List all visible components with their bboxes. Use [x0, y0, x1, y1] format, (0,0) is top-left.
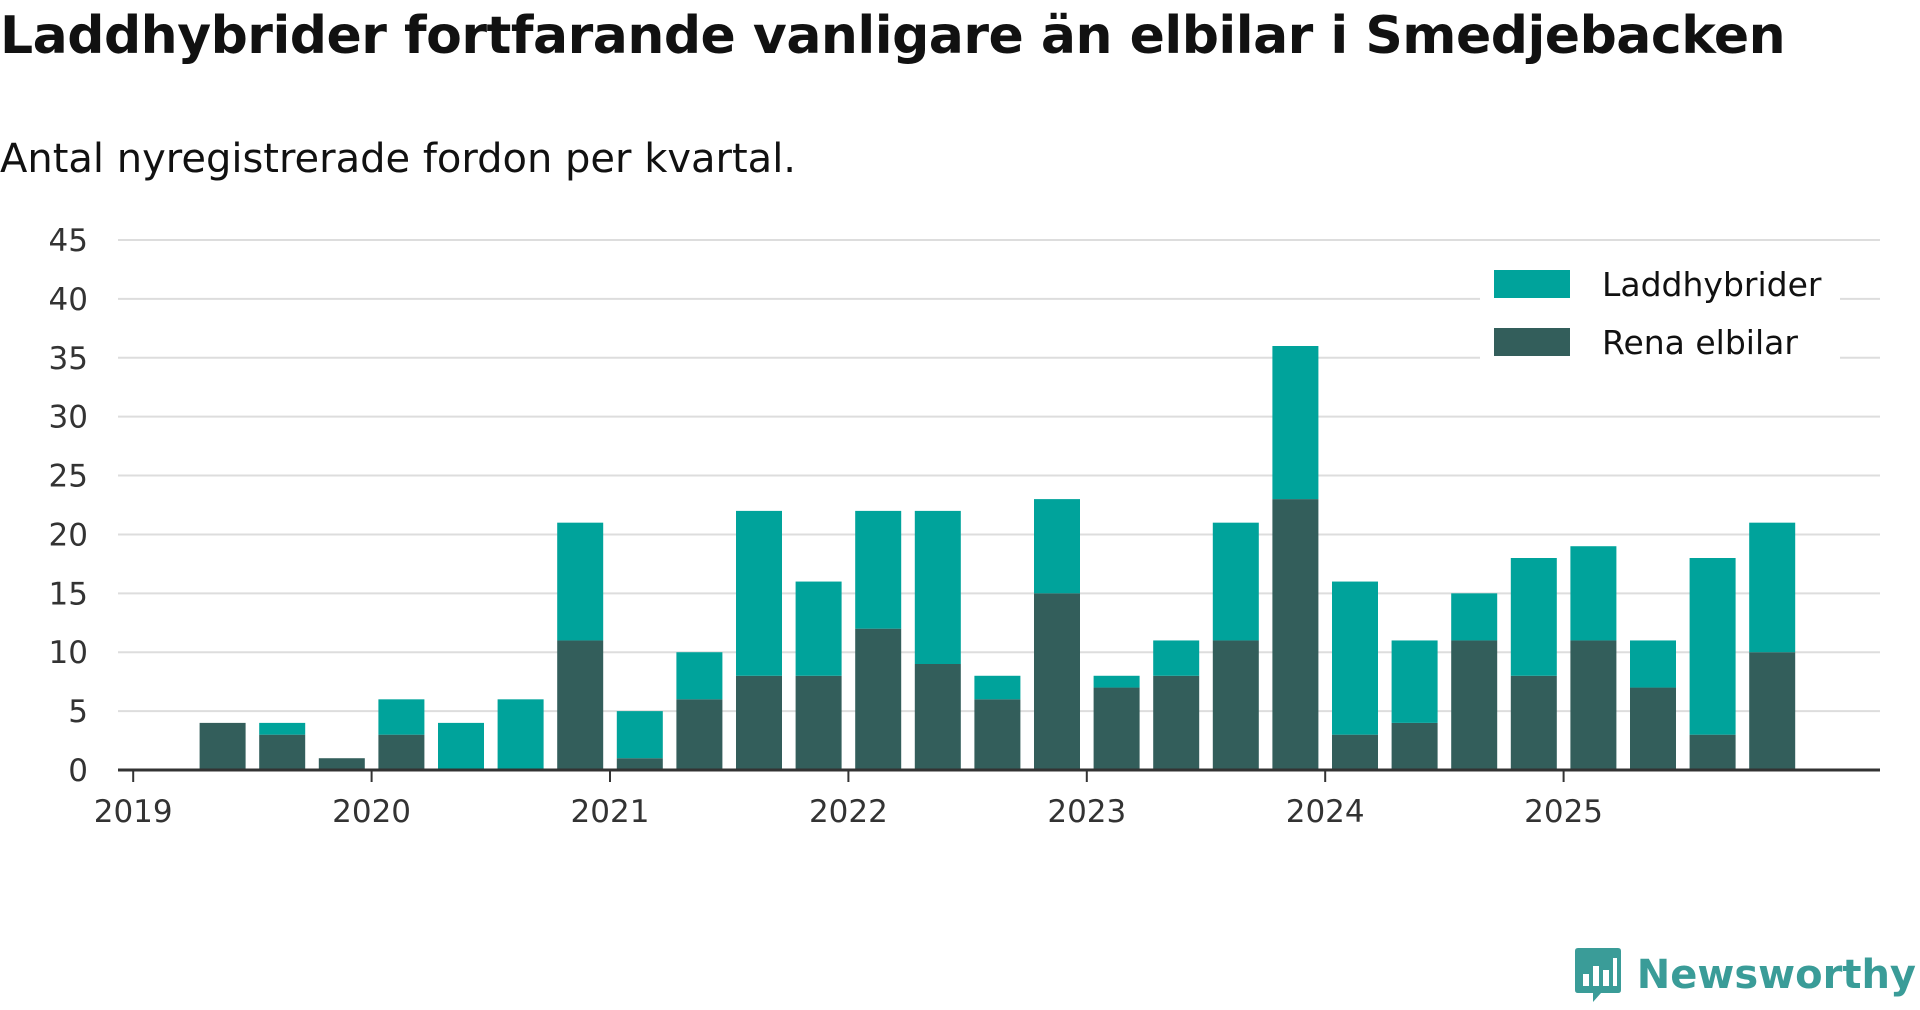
bar-laddhybrider	[1212, 522, 1259, 641]
bar-laddhybrider	[1272, 346, 1319, 500]
legend-swatch	[1494, 328, 1570, 356]
bar-rena-elbilar	[1093, 687, 1140, 770]
bar-laddhybrider	[259, 722, 306, 735]
x-tick-label: 2023	[1047, 794, 1126, 830]
brand-logo: Newsworthy	[1573, 946, 1916, 1004]
bar-rena-elbilar	[616, 758, 663, 770]
bar-laddhybrider	[1391, 640, 1438, 723]
legend-swatch	[1494, 270, 1570, 298]
bar-rena-elbilar	[736, 675, 782, 770]
x-tick-label: 2021	[571, 794, 650, 830]
bar-rena-elbilar	[259, 734, 306, 770]
bar-rena-elbilar	[1749, 652, 1796, 770]
bar-laddhybrider	[736, 510, 782, 676]
y-tick-label: 15	[49, 576, 88, 612]
bars	[199, 346, 1796, 770]
y-tick-label: 0	[68, 753, 88, 789]
bar-laddhybrider	[378, 699, 425, 735]
bar-laddhybrider	[795, 581, 842, 676]
bar-rena-elbilar	[1034, 593, 1080, 770]
bar-laddhybrider	[616, 711, 663, 759]
bar-rena-elbilar	[318, 758, 365, 770]
bar-rena-elbilar	[676, 699, 723, 770]
y-tick-label: 5	[68, 694, 88, 730]
bar-rena-elbilar	[199, 722, 246, 770]
x-tick-label: 2022	[809, 794, 888, 830]
bar-rena-elbilar	[914, 664, 961, 770]
bar-laddhybrider	[1510, 558, 1557, 676]
bar-laddhybrider	[1630, 640, 1676, 688]
x-tick-label: 2025	[1524, 794, 1603, 830]
bar-rena-elbilar	[1630, 687, 1676, 770]
y-tick-label: 35	[49, 341, 88, 377]
y-tick-label: 45	[49, 223, 88, 259]
bar-rena-elbilar	[855, 628, 902, 770]
legend: Laddhybrider Rena elbilar	[1480, 254, 1840, 368]
bar-laddhybrider	[1689, 558, 1736, 735]
bar-laddhybrider	[676, 652, 723, 700]
x-tick-label: 2019	[94, 794, 173, 830]
y-tick-label: 10	[49, 635, 88, 671]
y-tick-label: 20	[49, 517, 88, 553]
bar-laddhybrider	[1451, 593, 1498, 641]
bar-rena-elbilar	[1451, 640, 1498, 770]
chart-subtitle: Antal nyregistrerade fordon per kvartal.	[0, 136, 797, 182]
bar-laddhybrider	[1570, 546, 1617, 641]
bar-laddhybrider	[497, 699, 544, 770]
y-tick-label: 25	[49, 459, 88, 495]
bar-rena-elbilar	[1689, 734, 1736, 770]
bar-rena-elbilar	[1510, 675, 1557, 770]
bar-laddhybrider	[914, 510, 961, 664]
y-tick-label: 40	[49, 282, 88, 318]
x-tick-label: 2020	[332, 794, 411, 830]
bar-laddhybrider	[1034, 499, 1080, 594]
bar-laddhybrider	[974, 675, 1021, 700]
chart-title: Laddhybrider fortfarande vanligare än el…	[0, 6, 1786, 66]
bar-laddhybrider	[1153, 640, 1200, 676]
bar-laddhybrider	[1332, 581, 1378, 735]
bar-laddhybrider	[855, 510, 902, 629]
bar-rena-elbilar	[974, 699, 1021, 770]
bar-rena-elbilar	[1153, 675, 1200, 770]
newsworthy-logo-icon	[1574, 948, 1621, 1002]
bar-rena-elbilar	[1212, 640, 1259, 770]
bar-rena-elbilar	[557, 640, 604, 770]
bar-laddhybrider	[438, 722, 484, 770]
bar-laddhybrider	[557, 522, 604, 641]
bar-laddhybrider	[1093, 675, 1140, 688]
legend-label: Laddhybrider	[1602, 265, 1822, 304]
bar-rena-elbilar	[1332, 734, 1378, 770]
bar-rena-elbilar	[1272, 499, 1319, 770]
brand-name: Newsworthy	[1636, 952, 1916, 998]
bar-laddhybrider	[1749, 522, 1796, 653]
bar-rena-elbilar	[378, 734, 425, 770]
bar-rena-elbilar	[1391, 722, 1438, 770]
bar-rena-elbilar	[1570, 640, 1617, 770]
legend-label: Rena elbilar	[1602, 323, 1798, 362]
x-tick-label: 2024	[1286, 794, 1365, 830]
bar-rena-elbilar	[795, 675, 842, 770]
y-tick-label: 30	[49, 400, 88, 436]
